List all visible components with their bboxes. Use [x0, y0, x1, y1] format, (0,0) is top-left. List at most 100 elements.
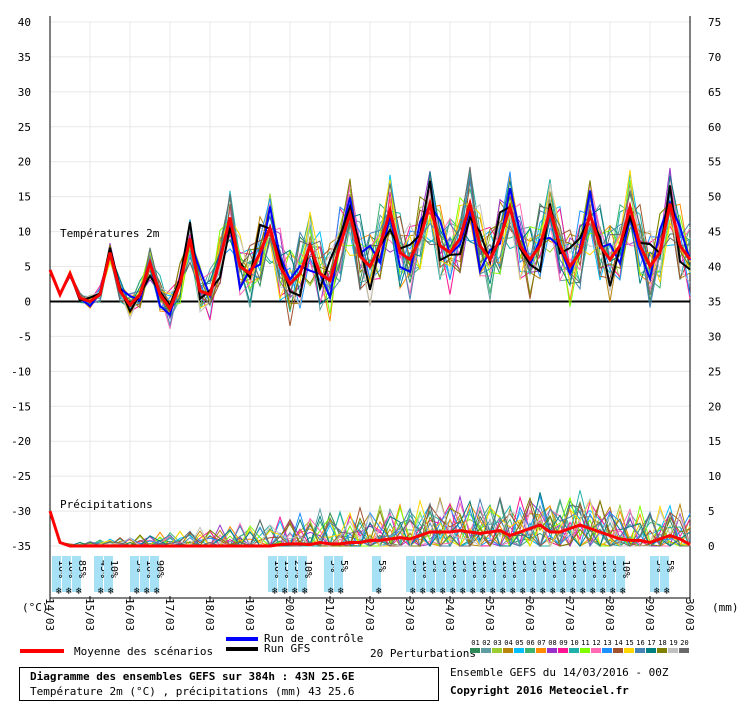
left-tick-label: -20 [11, 435, 31, 448]
right-unit-label: (mm) [712, 601, 739, 614]
perturbation-legend-item: 05 [514, 639, 525, 653]
perturbation-color-swatch [569, 648, 579, 653]
perturbation-color-swatch [503, 648, 513, 653]
snow-probability-bubble [62, 556, 71, 592]
snow-probability-bubble [416, 556, 425, 592]
perturbation-color-swatch [613, 648, 623, 653]
perturbation-id: 10 [570, 639, 579, 647]
left-tick-label: -35 [11, 540, 31, 553]
x-tick-label: 16/03 [123, 598, 136, 631]
right-tick-label: 40 [708, 261, 721, 274]
legend-control-label: Run de contrôle [264, 632, 364, 645]
perturbation-legend-item: 12 [591, 639, 602, 653]
perturbation-legend-item: 08 [547, 639, 558, 653]
snowflake-icon: ❄ [600, 586, 607, 597]
snow-probability-bubble [446, 556, 455, 592]
perturbation-id: 01 [471, 639, 480, 647]
perturbation-color-swatch [657, 648, 667, 653]
right-tick-label: 65 [708, 86, 721, 99]
snowflake-icon: ❄ [108, 586, 115, 597]
snowflake-icon: ❄ [540, 586, 547, 597]
snow-probability-bubble [566, 556, 575, 592]
snow-probability-label: 5% [610, 560, 621, 572]
right-tick-label: 25 [708, 365, 721, 378]
right-tick-label: 15 [708, 435, 721, 448]
perturbation-legend-item: 02 [481, 639, 492, 653]
perturbation-id: 11 [581, 639, 590, 647]
perturbation-legend-item: 14 [613, 639, 624, 653]
snowflake-icon: ❄ [470, 586, 477, 597]
snowflake-icon: ❄ [664, 586, 671, 597]
snowflake-icon: ❄ [410, 586, 417, 597]
x-tick-label: 25/03 [483, 598, 496, 631]
snowflake-icon: ❄ [450, 586, 457, 597]
perturbation-id: 09 [559, 639, 568, 647]
snowflake-icon: ❄ [490, 586, 497, 597]
mean-temperature-line [48, 197, 692, 312]
perturbation-legend-item: 04 [503, 639, 514, 653]
snowflake-icon: ❄ [376, 586, 383, 597]
snow-probability-label: 5% [410, 560, 421, 572]
perturbation-id: 15 [625, 639, 634, 647]
snow-probability-label: 10% [470, 560, 481, 578]
x-tick-label: 21/03 [323, 598, 336, 631]
snow-probability-label: 90% [154, 560, 165, 578]
snowflake-icon: ❄ [144, 586, 151, 597]
snow-probability-label: 10% [272, 560, 283, 578]
snow-probability-bubble [130, 556, 139, 592]
snowflake-icon: ❄ [510, 586, 517, 597]
snowflake-icon: ❄ [154, 586, 161, 597]
snow-probability-bubble [556, 556, 565, 592]
perturbation-id: 17 [647, 639, 656, 647]
snow-probability-bubble [140, 556, 149, 592]
left-tick-label: -25 [11, 470, 31, 483]
snow-probability-bubble [516, 556, 525, 592]
perturbation-id: 16 [636, 639, 645, 647]
perturbation-id: 08 [548, 639, 557, 647]
perturbation-color-swatch [547, 648, 557, 653]
snow-probability-label: 5% [490, 560, 501, 572]
snowflake-icon: ❄ [610, 586, 617, 597]
left-tick-label: -5 [18, 330, 31, 343]
left-tick-label: 35 [18, 51, 31, 64]
left-tick-label: 30 [18, 86, 31, 99]
snow-probability-bubble [324, 556, 333, 592]
perturbation-legend-item: 10 [569, 639, 580, 653]
x-tick-label: 14/03 [43, 598, 56, 631]
snow-probability-label: 5% [560, 560, 571, 572]
left-tick-label: -30 [11, 505, 31, 518]
snow-probability-bubble [298, 556, 307, 592]
snow-probability-label: 10% [590, 560, 601, 578]
perturbation-legend-item: 03 [492, 639, 503, 653]
snow-probability-bubble [466, 556, 475, 592]
perturbation-id: 02 [482, 639, 491, 647]
perturbation-legend-item: 16 [635, 639, 646, 653]
snow-probability-label: 5% [328, 560, 339, 572]
mean-precipitation-line [48, 510, 691, 548]
snowflake-icon: ❄ [440, 586, 447, 597]
x-tick-label: 19/03 [243, 598, 256, 631]
perturbation-legend-item: 18 [657, 639, 668, 653]
precipitation-section-label: Précipitations [60, 498, 153, 511]
perturbation-legend-item: 17 [646, 639, 657, 653]
chart-title: Diagramme des ensembles GEFS sur 384h : … [30, 670, 355, 683]
right-tick-label: 0 [708, 540, 715, 553]
left-tick-label: 5 [24, 261, 31, 274]
snow-probability-bubble [52, 556, 61, 592]
snow-probability-bubble [150, 556, 159, 592]
perturbation-id: 14 [614, 639, 623, 647]
left-tick-label: 40 [18, 16, 31, 29]
x-tick-label: 17/03 [163, 598, 176, 631]
perturbation-legend-item: 09 [558, 639, 569, 653]
legend-gfs-label: Run GFS [264, 642, 311, 655]
snow-probability-bubble [456, 556, 465, 592]
snowflake-icon: ❄ [302, 586, 309, 597]
run-info: Ensemble GEFS du 14/03/2016 - 00Z [450, 666, 669, 679]
snow-probability-bubble [406, 556, 415, 592]
snowflake-icon: ❄ [590, 586, 597, 597]
snowflake-icon: ❄ [530, 586, 537, 597]
snow-probability-bubble [486, 556, 495, 592]
right-tick-label: 70 [708, 51, 721, 64]
snow-probability-label: 10% [420, 560, 431, 578]
snow-probability-bubble [576, 556, 585, 592]
